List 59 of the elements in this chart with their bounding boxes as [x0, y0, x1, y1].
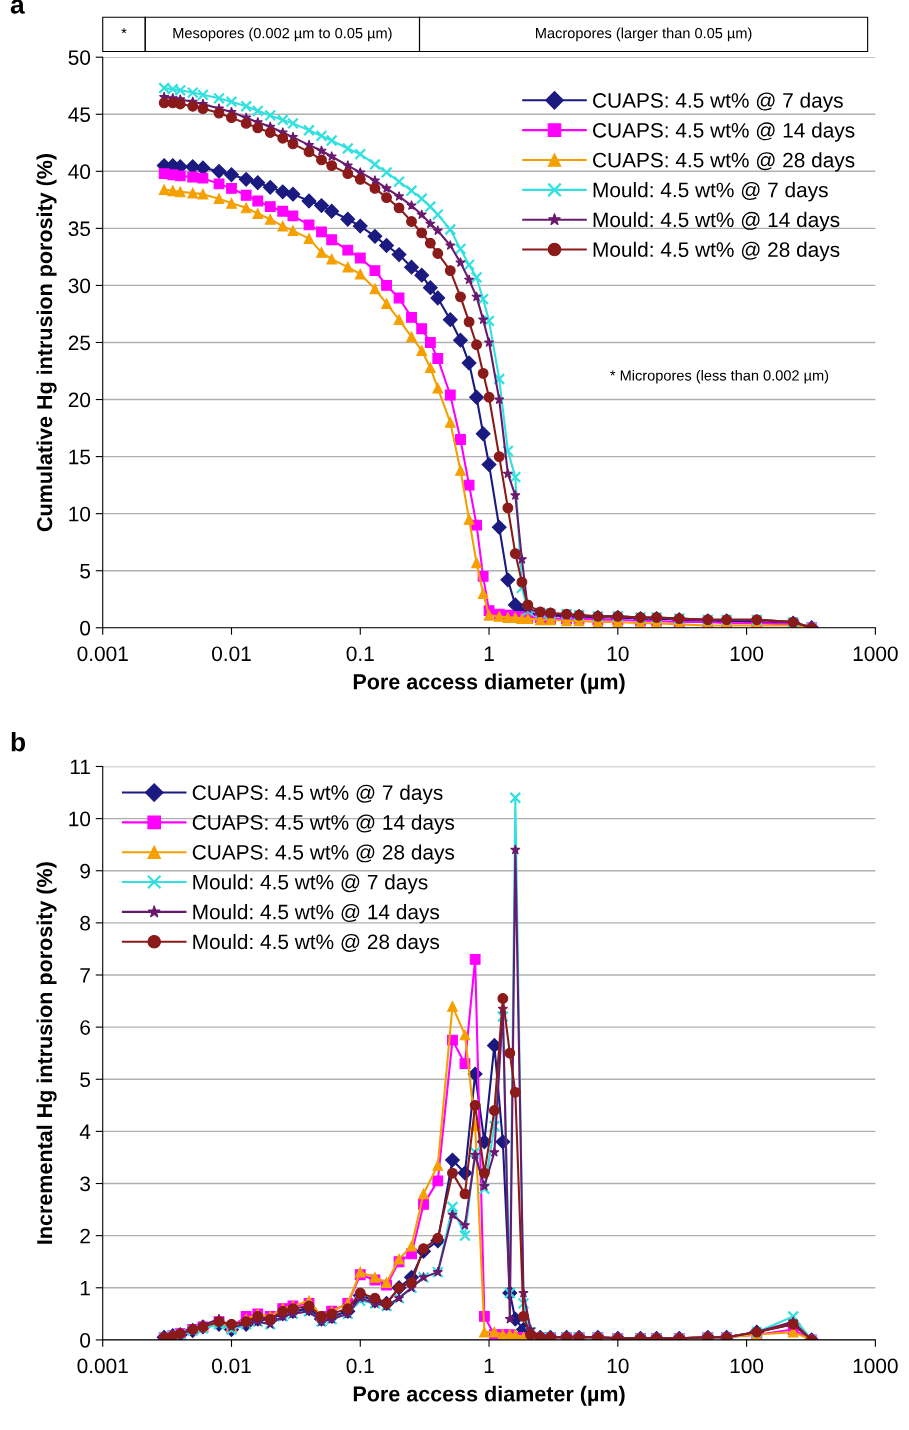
y-tick-label: 5	[80, 1072, 91, 1088]
legend-label: Mould: 4.5 wt% @ 7 days	[593, 182, 828, 202]
y-tick-label: 20	[68, 392, 91, 408]
legend-label: Mould: 4.5 wt% @ 28 days	[193, 933, 440, 954]
y-tick-label: 35	[68, 221, 91, 237]
legend-label: Mould: 4.5 wt% @ 14 days	[193, 904, 440, 924]
legend-label: Mould: 4.5 wt% @ 28 days	[593, 241, 840, 262]
x-tick-label: 1000	[853, 1358, 898, 1374]
x-tick-label: 1	[484, 1358, 494, 1374]
x-tick-label: 0.1	[346, 1358, 374, 1374]
x-axis-title: Pore access diameter (µm)	[353, 673, 625, 694]
x-tick-label: 1	[484, 646, 494, 661]
y-tick-label: 30	[68, 278, 91, 294]
y-axis-title: Incremental Hg intrusion porosity (%)	[36, 862, 57, 1244]
legend-label: CUAPS: 4.5 wt% @ 28 days	[192, 844, 455, 864]
y-tick-label: 0	[80, 1332, 91, 1348]
x-tick-label: 0.001	[77, 646, 128, 662]
y-tick-label: 5	[80, 563, 91, 579]
y-axis-title: Cumulative Hg intrusion porosity (%)	[36, 153, 57, 532]
y-tick-label: 3	[80, 1176, 90, 1192]
x-axis-title: Pore access diameter (µm)	[353, 1385, 625, 1406]
text: Mesopores (0.002 µm to 0.05 µm)	[173, 27, 392, 42]
x-tick-label: 0.01	[212, 646, 251, 662]
y-tick-label: 2	[80, 1228, 90, 1244]
legend-label: CUAPS: 4.5 wt% @ 28 days	[593, 152, 855, 172]
x-tick-label: 100	[730, 646, 764, 662]
y-tick-label: 25	[68, 335, 91, 351]
y-tick-label: 9	[80, 863, 90, 879]
legend-label: CUAPS: 4.5 wt% @ 14 days	[192, 814, 455, 834]
y-tick-label: 50	[68, 50, 91, 65]
text: Macropores (larger than 0.05 µm)	[536, 27, 752, 42]
text: a	[10, 0, 25, 14]
y-tick-label: 6	[80, 1020, 90, 1035]
y-tick-label: 15	[69, 449, 91, 465]
y-tick-label: 1	[80, 1281, 90, 1296]
x-tick-label: 0.01	[212, 1358, 251, 1374]
legend-label: Mould: 4.5 wt% @ 7 days	[193, 874, 428, 894]
y-tick-label: 4	[79, 1124, 91, 1139]
legend-label: CUAPS: 4.5 wt% @ 14 days	[593, 122, 855, 142]
annotation: * Micropores (less than 0.002 µm)	[610, 369, 829, 384]
x-tick-label: 1000	[853, 646, 898, 662]
x-tick-label: 10	[607, 646, 629, 662]
text: b	[11, 732, 26, 752]
y-tick-label: 45	[68, 107, 91, 123]
y-tick-label: 40	[68, 164, 91, 180]
y-tick-label: 10	[69, 506, 91, 522]
y-tick-label: 10	[69, 811, 91, 827]
y-tick-label: 8	[80, 915, 91, 931]
x-tick-label: 0.001	[77, 1358, 128, 1374]
x-tick-label: 0.1	[346, 646, 374, 662]
legend-label: Mould: 4.5 wt% @ 14 days	[593, 211, 840, 232]
y-tick-label: 0	[80, 620, 91, 636]
legend-label: CUAPS: 4.5 wt% @ 7 days	[192, 784, 443, 805]
legend-label: CUAPS: 4.5 wt% @ 7 days	[593, 92, 843, 112]
y-tick-label: 7	[80, 968, 90, 983]
y-tick-label: 11	[70, 759, 90, 775]
x-tick-label: 100	[730, 1358, 764, 1374]
x-tick-label: 10	[607, 1358, 629, 1374]
text: *	[121, 28, 127, 34]
